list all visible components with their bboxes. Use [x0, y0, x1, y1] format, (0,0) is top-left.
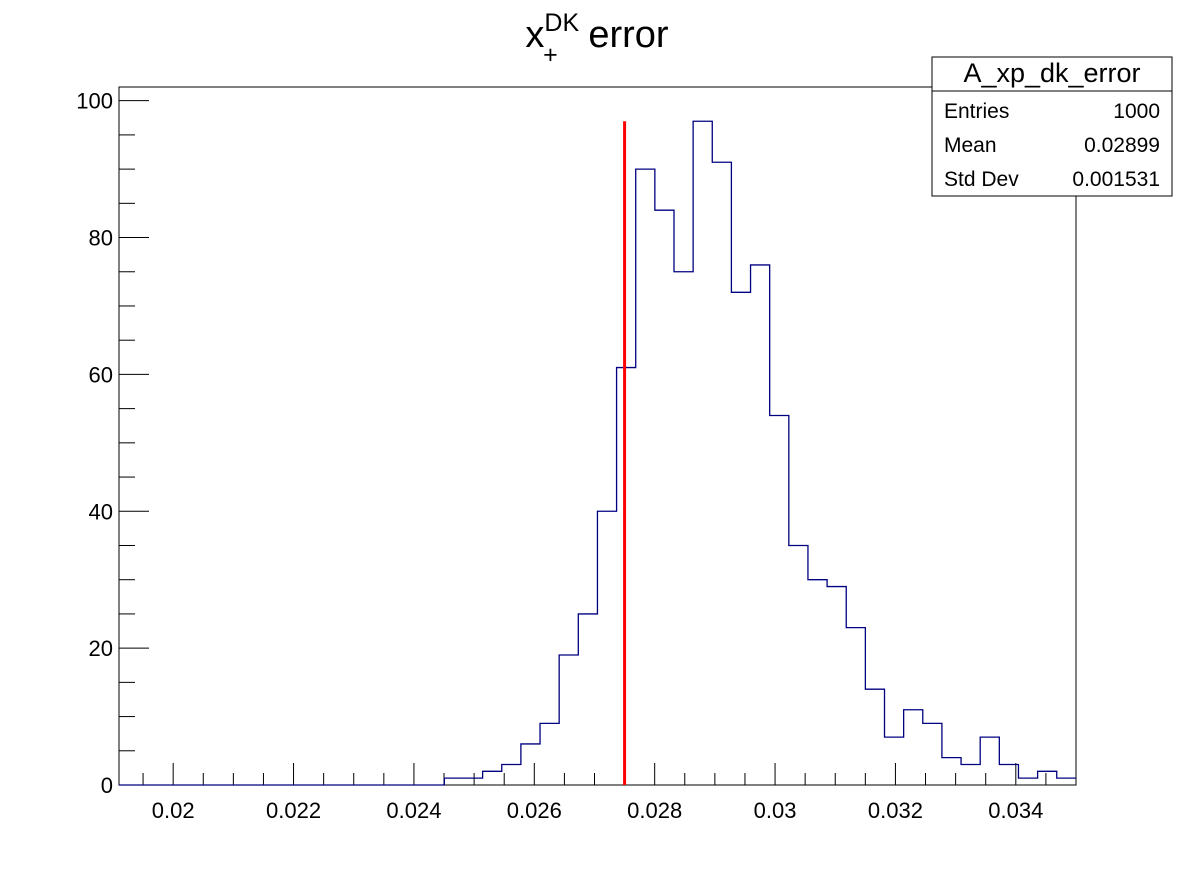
histogram-bin [712, 162, 731, 785]
histogram-bin [578, 614, 597, 785]
x-tick-label: 0.026 [507, 798, 562, 823]
histogram-bin [999, 764, 1018, 785]
stats-box-name: A_xp_dk_error [963, 58, 1140, 88]
histogram-bin [521, 744, 540, 785]
x-tick-label: 0.024 [386, 798, 441, 823]
title-superscript: DK [544, 9, 579, 37]
stats-entries-value: 1000 [1113, 100, 1160, 123]
histogram-bin [483, 771, 502, 785]
histogram-bin [463, 778, 482, 785]
histogram-bins [444, 121, 1076, 785]
histogram-bin [674, 272, 693, 785]
histogram-bin [942, 758, 961, 785]
histogram-bin [444, 778, 463, 785]
title-base: x [525, 14, 544, 56]
chart-title: xDK + error [525, 9, 668, 69]
histogram-bin [885, 737, 904, 785]
stats-entries-label: Entries [944, 100, 1009, 123]
histogram-bin [617, 368, 636, 785]
stats-mean-value: 0.02899 [1084, 134, 1160, 157]
histogram-bin [693, 121, 712, 785]
histogram-bin [1038, 771, 1057, 785]
histogram-bin [808, 580, 827, 785]
histogram-bin [904, 710, 923, 785]
histogram-bin [597, 511, 616, 785]
y-axis-tick-labels: 0 20 40 60 80 100 [76, 89, 113, 798]
histogram-bin [789, 545, 808, 785]
y-tick-label: 20 [89, 636, 113, 661]
histogram-bin [980, 737, 999, 785]
y-tick-label: 0 [101, 773, 113, 798]
histogram-bin [655, 210, 674, 785]
histogram-bin [961, 764, 980, 785]
histogram-bin [827, 587, 846, 785]
histogram-bin [770, 415, 789, 785]
histogram-bin [636, 169, 655, 785]
histogram-bin [846, 628, 865, 785]
plot-frame [118, 86, 1077, 786]
y-tick-label: 40 [89, 499, 113, 524]
x-tick-label: 0.032 [868, 798, 923, 823]
stats-stddev-label: Std Dev [944, 168, 1019, 191]
histogram-bin [1018, 778, 1037, 785]
y-tick-label: 80 [89, 226, 113, 251]
title-rest: error [578, 14, 669, 56]
stats-stddev-value: 0.001531 [1072, 168, 1160, 191]
histogram-bin [751, 265, 770, 785]
histogram-bin [502, 764, 521, 785]
x-tick-label: 0.028 [627, 798, 682, 823]
y-axis-ticks [119, 100, 149, 786]
histogram-bin [540, 723, 559, 785]
y-tick-label: 60 [89, 362, 113, 387]
x-tick-label: 0.02 [152, 798, 195, 823]
stats-mean-label: Mean [944, 134, 997, 157]
x-tick-label: 0.022 [266, 798, 321, 823]
histogram-bin [865, 689, 884, 785]
x-axis-tick-labels: 0.02 0.022 0.024 0.026 0.028 0.03 0.032 0.034 [152, 798, 1044, 823]
x-tick-label: 0.03 [754, 798, 797, 823]
histogram-bin [1057, 778, 1076, 785]
stats-box: A_xp_dk_error Entries 1000 Mean 0.02899 … [931, 56, 1173, 197]
histogram-bin [731, 292, 750, 785]
title-subscript: + [543, 41, 558, 69]
histogram-bin [923, 723, 942, 785]
x-tick-label: 0.034 [988, 798, 1043, 823]
histogram-series [119, 120, 1076, 786]
stats-box-frame [931, 56, 1173, 197]
y-tick-label: 100 [76, 89, 113, 114]
histogram-bin [559, 655, 578, 785]
